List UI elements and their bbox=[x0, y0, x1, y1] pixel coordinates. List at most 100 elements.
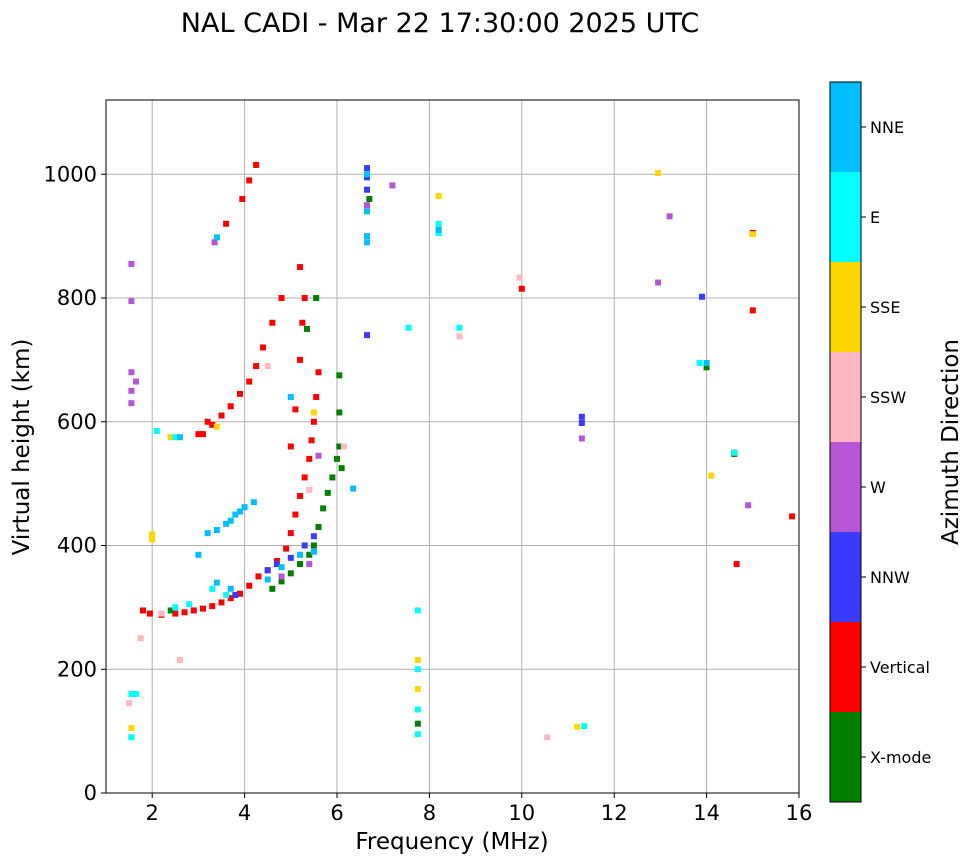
data-point-x-mode bbox=[336, 372, 343, 379]
data-point-vertical bbox=[278, 295, 285, 301]
colorbar-swatch bbox=[830, 532, 861, 622]
data-point-w bbox=[128, 369, 135, 376]
data-point-x-mode bbox=[336, 443, 343, 450]
chart-title: NAL CADI - Mar 22 17:30:00 2025 UTC bbox=[181, 8, 699, 39]
data-point-w bbox=[278, 573, 285, 580]
colorbar-tick-label: SSE bbox=[870, 298, 900, 317]
data-point-e bbox=[133, 691, 140, 697]
y-tick-label: 0 bbox=[84, 781, 97, 805]
data-point-sse bbox=[167, 434, 174, 441]
data-point-w bbox=[578, 435, 585, 442]
y-tick-label: 1000 bbox=[44, 162, 97, 186]
data-point-sse bbox=[128, 725, 135, 732]
data-point-vertical bbox=[299, 319, 306, 326]
data-point-vertical bbox=[139, 607, 146, 614]
data-point-e bbox=[414, 706, 421, 713]
data-point-w bbox=[389, 182, 396, 189]
data-point-vertical bbox=[306, 455, 313, 462]
data-point-vertical bbox=[236, 590, 243, 597]
data-point-nne bbox=[278, 564, 285, 571]
data-point-sse bbox=[310, 409, 317, 416]
data-point-sse bbox=[149, 531, 156, 538]
colorbar-tick-label: NNW bbox=[870, 568, 910, 587]
data-point-nnw bbox=[364, 332, 371, 339]
data-point-vertical bbox=[239, 196, 246, 202]
data-point-e bbox=[172, 604, 179, 611]
data-point-ssw bbox=[340, 443, 347, 450]
data-point-w bbox=[133, 378, 140, 385]
colorbar-swatch bbox=[830, 262, 861, 352]
colorbar-swatch bbox=[830, 622, 861, 712]
data-point-e bbox=[209, 585, 216, 592]
data-point-e bbox=[172, 434, 179, 441]
y-tick-label: 600 bbox=[57, 410, 97, 434]
colorbar-frame bbox=[829, 81, 862, 803]
data-point-e bbox=[186, 601, 193, 608]
data-point-nne bbox=[227, 517, 234, 524]
data-point-ssw bbox=[126, 700, 133, 707]
data-point-e bbox=[581, 723, 588, 730]
data-point-nnw bbox=[578, 419, 585, 426]
data-point-w bbox=[128, 260, 135, 267]
data-point-nne bbox=[213, 234, 220, 241]
colorbar-tick-label: X-mode bbox=[870, 748, 931, 767]
data-point-x-mode bbox=[310, 542, 317, 549]
data-point-vertical bbox=[195, 431, 202, 438]
x-tick-label: 10 bbox=[508, 801, 535, 825]
data-point-vertical bbox=[518, 285, 525, 292]
data-point-vertical bbox=[292, 511, 299, 518]
data-point-x-mode bbox=[313, 295, 320, 301]
data-point-vertical bbox=[297, 264, 304, 271]
data-point-x-mode bbox=[306, 551, 313, 558]
data-point-vertical bbox=[204, 418, 211, 425]
data-point-x-mode bbox=[315, 523, 322, 530]
data-point-x-mode bbox=[414, 720, 421, 727]
colorbar-tick-label: NNE bbox=[870, 118, 904, 137]
data-point-x-mode bbox=[338, 465, 345, 472]
data-point-vertical bbox=[292, 406, 299, 413]
grid-lines bbox=[106, 100, 800, 794]
data-point-vertical bbox=[200, 605, 207, 612]
data-point-w bbox=[666, 213, 673, 220]
colorbar-label: Azimuth Direction bbox=[938, 339, 964, 545]
data-point-x-mode bbox=[303, 325, 310, 332]
data-point-x-mode bbox=[324, 489, 331, 496]
data-point-vertical bbox=[227, 595, 234, 602]
colorbar-swatch bbox=[830, 712, 861, 802]
data-point-vertical bbox=[236, 390, 243, 397]
data-point-nnw bbox=[264, 567, 271, 574]
data-point-vertical bbox=[287, 530, 294, 537]
data-point-nnw bbox=[273, 561, 280, 568]
x-tick-label: 6 bbox=[330, 801, 343, 825]
data-point-vertical bbox=[209, 603, 216, 610]
data-point-ssw bbox=[456, 333, 463, 340]
data-point-nne bbox=[364, 171, 371, 178]
data-point-sse bbox=[213, 423, 220, 430]
data-point-nne bbox=[176, 434, 183, 441]
data-point-vertical bbox=[253, 161, 260, 168]
data-point-vertical bbox=[301, 474, 308, 481]
data-point-sse bbox=[655, 170, 662, 177]
data-point-x-mode bbox=[336, 409, 343, 416]
data-point-w bbox=[128, 400, 135, 407]
colorbar-tick-label: E bbox=[870, 208, 880, 227]
data-point-e bbox=[128, 734, 135, 741]
y-axis-ticks: 0 200 400 600 800 1000 bbox=[44, 162, 106, 805]
data-point-x-mode bbox=[329, 474, 336, 481]
data-point-x-mode bbox=[297, 561, 304, 568]
data-point-vertical bbox=[287, 443, 294, 450]
data-point-vertical bbox=[310, 418, 317, 425]
data-point-nne bbox=[213, 527, 220, 534]
data-point-vertical bbox=[269, 319, 276, 326]
data-point-nne bbox=[241, 504, 248, 511]
data-point-ssw bbox=[544, 734, 551, 741]
data-point-nnw bbox=[287, 554, 294, 561]
data-point-vertical bbox=[789, 513, 796, 520]
data-point-nnw bbox=[364, 186, 371, 193]
data-point-w bbox=[211, 239, 218, 246]
data-point-sse bbox=[574, 723, 581, 730]
data-point-nne bbox=[435, 226, 442, 233]
data-point-nnw bbox=[364, 174, 371, 181]
colorbar-swatch bbox=[830, 352, 861, 442]
data-point-w bbox=[364, 202, 371, 209]
